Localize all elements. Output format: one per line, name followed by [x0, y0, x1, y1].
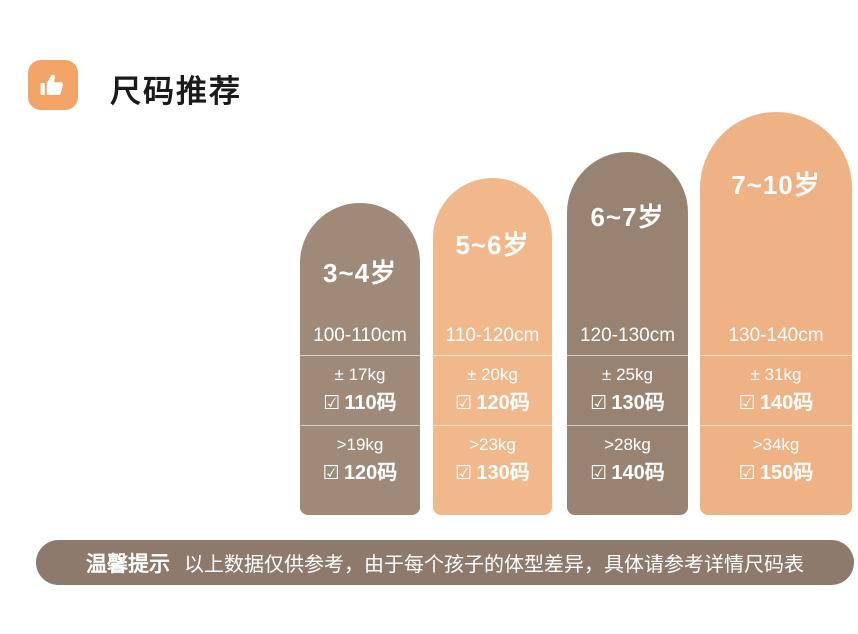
- weight-row: ± 20kg: [467, 365, 518, 384]
- weight-row: ± 31kg: [750, 365, 802, 384]
- weight-size-section: >28kg ☑ 140码: [567, 426, 688, 495]
- size-column: 7~10岁 130-140cm ± 31kg ☑ 140码 >34kg ☑ 150码: [700, 112, 852, 515]
- size-value: 130码: [611, 392, 665, 414]
- divider: [567, 355, 688, 356]
- column-body: 120-130cm ± 25kg ☑ 130码 >28kg ☑ 140码: [567, 317, 688, 515]
- divider: [433, 425, 552, 426]
- age-label: 6~7岁: [590, 202, 665, 232]
- size-row: ☑ 120码: [300, 458, 420, 489]
- weight-size-section: >34kg ☑ 150码: [700, 426, 852, 495]
- size-row: ☑ 130码: [433, 458, 552, 489]
- checkbox-icon: ☑: [590, 393, 608, 414]
- size-column: 6~7岁 120-130cm ± 25kg ☑ 130码 >28kg ☑ 140码: [567, 152, 688, 515]
- weight-size-section: >19kg ☑ 120码: [300, 426, 420, 495]
- size-value: 150码: [759, 462, 814, 484]
- height-range: 100-110cm: [313, 325, 407, 346]
- height-range: 110-120cm: [445, 325, 540, 346]
- size-value: 120码: [343, 462, 398, 484]
- size-row: ☑ 120码: [433, 388, 552, 419]
- page-title: 尺码推荐: [110, 74, 242, 109]
- weight-size-section: ± 31kg ☑ 140码: [700, 356, 852, 425]
- size-row: ☑ 150码: [700, 458, 852, 489]
- divider: [700, 355, 852, 356]
- tip-banner: 温馨提示 以上数据仅供参考，由于每个孩子的体型差异，具体请参考详情尺码表: [36, 540, 854, 585]
- tip-label: 温馨提示: [86, 552, 170, 576]
- divider: [433, 355, 552, 356]
- checkbox-icon: ☑: [738, 393, 756, 414]
- size-row: ☑ 130码: [567, 388, 688, 419]
- size-row: ☑ 140码: [700, 388, 852, 419]
- column-body: 130-140cm ± 31kg ☑ 140码 >34kg ☑ 150码: [700, 317, 852, 515]
- checkbox-icon: ☑: [590, 463, 608, 484]
- age-label: 7~10岁: [731, 170, 821, 200]
- tip-text: 以上数据仅供参考，由于每个孩子的体型差异，具体请参考详情尺码表: [184, 554, 804, 576]
- size-value: 130码: [476, 462, 530, 484]
- size-value: 140码: [759, 392, 814, 414]
- weight-row: >34kg: [752, 435, 800, 454]
- age-label: 5~6岁: [455, 230, 530, 260]
- height-range: 120-130cm: [579, 325, 676, 346]
- size-value: 120码: [476, 392, 530, 414]
- weight-size-section: ± 17kg ☑ 110码: [300, 356, 420, 425]
- weight-row: ± 17kg: [334, 365, 386, 384]
- checkbox-icon: ☑: [455, 463, 473, 484]
- checkbox-icon: ☑: [322, 463, 340, 484]
- thumbs-up-icon: [28, 60, 78, 110]
- checkbox-icon: ☑: [738, 463, 756, 484]
- divider: [300, 425, 420, 426]
- divider: [567, 425, 688, 426]
- column-body: 110-120cm ± 20kg ☑ 120码 >23kg ☑ 130码: [433, 317, 552, 515]
- size-column: 5~6岁 110-120cm ± 20kg ☑ 120码 >23kg ☑ 130码: [433, 178, 552, 515]
- divider: [700, 425, 852, 426]
- size-value: 110码: [344, 392, 397, 414]
- weight-size-section: >23kg ☑ 130码: [433, 426, 552, 495]
- weight-row: >28kg: [604, 435, 651, 454]
- size-row: ☑ 110码: [300, 388, 420, 419]
- checkbox-icon: ☑: [455, 393, 473, 414]
- weight-size-section: ± 20kg ☑ 120码: [433, 356, 552, 425]
- weight-size-section: ± 25kg ☑ 130码: [567, 356, 688, 425]
- divider: [300, 355, 420, 356]
- weight-row: >23kg: [469, 435, 516, 454]
- size-row: ☑ 140码: [567, 458, 688, 489]
- size-value: 140码: [611, 462, 665, 484]
- height-range: 130-140cm: [728, 325, 824, 346]
- age-label: 3~4岁: [322, 258, 398, 288]
- weight-row: >19kg: [336, 435, 384, 454]
- column-body: 100-110cm ± 17kg ☑ 110码 >19kg ☑ 120码: [300, 317, 420, 515]
- size-column: 3~4岁 100-110cm ± 17kg ☑ 110码 >19kg ☑ 120码: [300, 203, 420, 515]
- checkbox-icon: ☑: [323, 393, 341, 414]
- weight-row: ± 25kg: [602, 365, 653, 384]
